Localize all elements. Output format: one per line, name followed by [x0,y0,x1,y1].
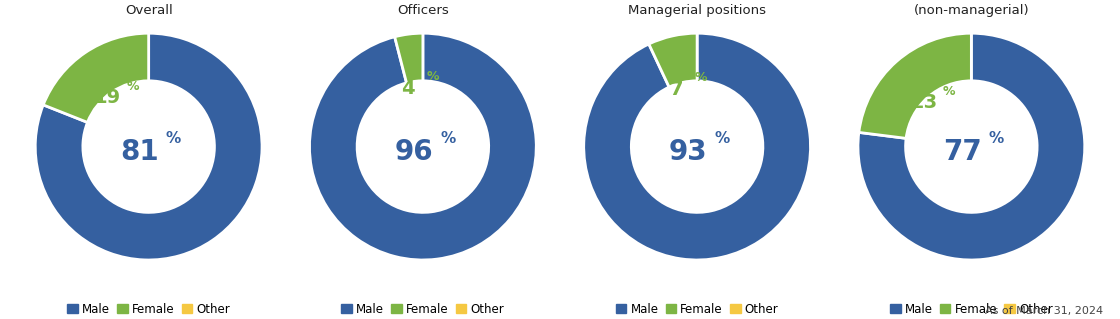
Text: 23: 23 [911,93,937,112]
Legend: Male, Female, Other: Male, Female, Other [885,298,1057,319]
Text: 4: 4 [401,78,414,98]
Text: %: % [989,131,1004,146]
Text: 96: 96 [394,138,433,166]
Text: As of March 31, 2024: As of March 31, 2024 [986,306,1103,316]
Text: 7: 7 [670,79,683,99]
Text: %: % [440,131,456,146]
Wedge shape [584,33,811,260]
Wedge shape [648,33,697,87]
Text: %: % [943,85,955,98]
Wedge shape [394,33,423,83]
Wedge shape [309,33,536,260]
Text: %: % [715,131,730,146]
Title: General employees
(non-managerial): General employees (non-managerial) [906,0,1036,17]
Legend: Male, Female, Other: Male, Female, Other [63,298,235,319]
Text: 81: 81 [120,138,159,166]
Legend: Male, Female, Other: Male, Female, Other [612,298,783,319]
Text: %: % [696,71,708,84]
Text: %: % [166,131,181,146]
Wedge shape [858,33,1085,260]
Legend: Male, Female, Other: Male, Female, Other [337,298,508,319]
Title: Officers: Officers [396,4,449,17]
Text: 19: 19 [94,88,121,107]
Title: Managerial positions: Managerial positions [628,4,766,17]
Wedge shape [35,33,262,260]
Text: %: % [127,80,139,93]
Wedge shape [859,33,971,138]
Title: Overall: Overall [124,4,172,17]
Wedge shape [44,33,149,122]
Text: %: % [427,70,439,83]
Text: 93: 93 [669,138,708,166]
Text: 77: 77 [943,138,981,166]
